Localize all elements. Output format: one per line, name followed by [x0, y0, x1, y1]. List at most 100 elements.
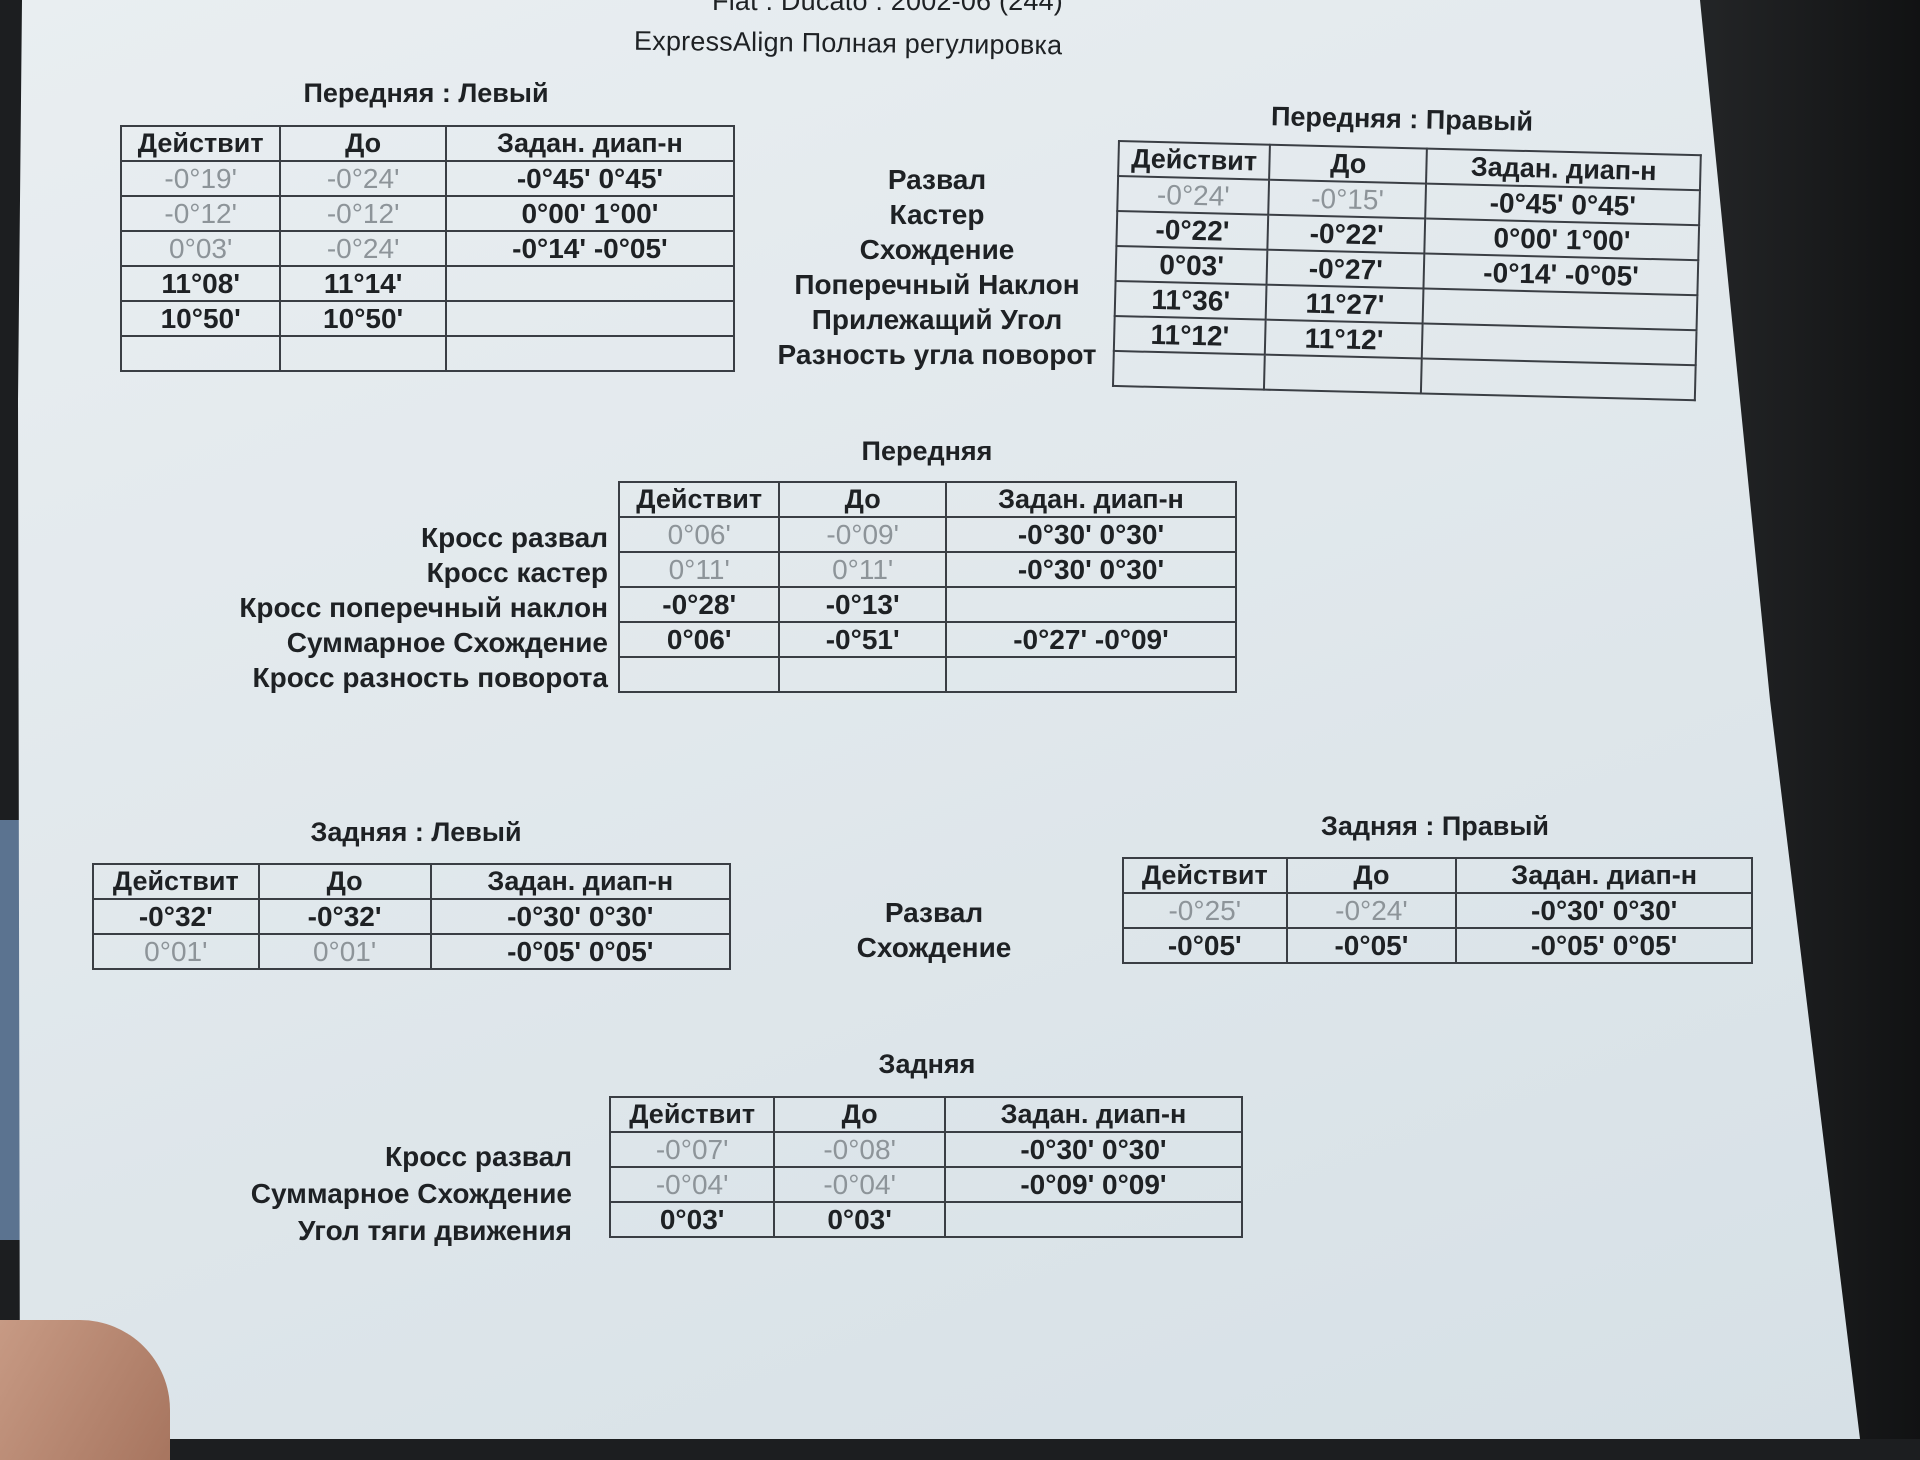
rear-right-title: Задняя : Правый [1320, 811, 1550, 841]
column-header: До [257, 863, 432, 900]
parameter-label: Развал [884, 897, 984, 928]
before-value: -0°13' [778, 586, 947, 623]
actual-value: -0°32' [92, 898, 260, 935]
header-row: Действит До Задан. диап-н [1122, 857, 1753, 894]
parameter-label: Схождение [859, 234, 1015, 265]
actual-value [617, 656, 781, 693]
column-header: Действит [608, 1096, 776, 1133]
rear-axle-labels: Кросс развал Суммарное Схождение Угол тяги… [251, 1138, 572, 1249]
spec-range: 0°00' 1°00' [444, 195, 736, 232]
column-header: Действит [1118, 141, 1271, 180]
before-value: -0°51' [778, 621, 947, 658]
actual-value: 11°12' [1113, 315, 1266, 355]
column-header: Действит [1122, 857, 1288, 894]
header-row: Действит До Задан. диап-н [92, 863, 732, 900]
table-row: -0°04' -0°04' -0°09' 0°09' [608, 1166, 1244, 1203]
actual-value [119, 335, 282, 372]
before-value: -0°15' [1268, 179, 1427, 219]
parameter-label: Поперечный Наклон [794, 269, 1080, 300]
column-header: Действит [617, 481, 781, 518]
before-value: -0°32' [257, 898, 432, 935]
parameter-label: Кросс развал [385, 1141, 572, 1172]
before-value: -0°22' [1267, 214, 1426, 254]
table-row: 0°06' -0°51' -0°27' -0°09' [617, 621, 1238, 658]
parameter-label: Кросс кастер [426, 557, 608, 588]
front-wheel-labels: Развал Кастер Схождение Поперечный Наклон Пр… [778, 162, 1097, 372]
column-header: Действит [92, 863, 260, 900]
actual-value: -0°07' [608, 1131, 776, 1168]
table-row: 0°03' -0°24' -0°14' -0°05' [119, 230, 736, 267]
actual-value: -0°04' [608, 1166, 776, 1203]
spec-range [944, 656, 1238, 693]
column-header: Задан. диап-н [444, 125, 736, 162]
rear-axle-title: Задняя [878, 1049, 976, 1079]
spec-range: -0°05' 0°05' [429, 933, 732, 970]
actual-value: 0°11' [617, 551, 781, 588]
before-value: -0°05' [1285, 927, 1458, 964]
column-header: Действит [119, 125, 282, 162]
rear-right-table: Действит До Задан. диап-н -0°25' -0°24' -0°30… [1122, 857, 1753, 964]
column-header: До [279, 125, 447, 162]
actual-value: 0°06' [617, 621, 781, 658]
parameter-label: Суммарное Схождение [286, 627, 608, 658]
table-row: 10°50' 10°50' [119, 300, 736, 337]
spec-range: -0°30' 0°30' [943, 1131, 1244, 1168]
actual-value: -0°28' [617, 586, 781, 623]
actual-value: 0°03' [1115, 245, 1268, 285]
front-left-table: Действит До Задан. диап-н -0°19' -0°24' -0°45… [119, 125, 736, 372]
table-row: -0°19' -0°24' -0°45' 0°45' [119, 160, 736, 197]
spec-range [444, 335, 736, 372]
parameter-label: Разность угла поворот [777, 339, 1097, 370]
parameter-label: Кросс поперечный наклон [239, 592, 608, 623]
spec-range [1421, 358, 1696, 401]
rear-left-title: Задняя : Левый [310, 817, 522, 847]
actual-value: -0°12' [119, 195, 282, 232]
table-row: 0°03' 0°03' [608, 1201, 1244, 1238]
column-header: Задан. диап-н [1455, 857, 1753, 894]
actual-value: 0°03' [119, 230, 282, 267]
column-header: Задан. диап-н [944, 481, 1238, 518]
parameter-label: Кастер [889, 199, 985, 230]
rear-axle-table: Действит До Задан. диап-н -0°07' -0°08' -0°30… [608, 1096, 1244, 1238]
table-row [119, 335, 736, 372]
spec-range [444, 265, 736, 302]
column-header: До [1285, 857, 1458, 894]
header-row: Действит До Задан. диап-н [617, 481, 1238, 518]
before-value [1264, 354, 1423, 394]
spec-range: -0°27' -0°09' [944, 621, 1238, 658]
column-header: До [773, 1096, 946, 1133]
before-value: -0°09' [778, 516, 947, 553]
front-right-title: Передняя : Правый [1270, 101, 1534, 137]
before-value: 10°50' [279, 300, 447, 337]
actual-value [1112, 350, 1266, 390]
spec-range [944, 586, 1238, 623]
parameter-label: Схождение [856, 932, 1012, 963]
rear-left-table: Действит До Задан. диап-н -0°32' -0°32' -0°30… [92, 863, 732, 970]
column-header: Задан. диап-н [429, 863, 732, 900]
actual-value: 11°36' [1114, 280, 1267, 320]
table-row [617, 656, 1238, 693]
actual-value: 0°01' [92, 933, 260, 970]
parameter-label: Угол тяги движения [297, 1215, 572, 1246]
spec-range: -0°30' 0°30' [429, 898, 732, 935]
parameter-label: Суммарное Схождение [250, 1178, 572, 1209]
column-header: Задан. диап-н [943, 1096, 1244, 1133]
actual-value: 11°08' [119, 265, 282, 302]
column-header: До [778, 481, 947, 518]
front-axle-title: Передняя [861, 436, 993, 466]
before-value: -0°08' [773, 1131, 946, 1168]
before-value: -0°27' [1266, 249, 1425, 289]
table-row: -0°28' -0°13' [617, 586, 1238, 623]
actual-value: 10°50' [119, 300, 282, 337]
report-title: ExpressAlign Полная регулировка [633, 25, 1063, 61]
table-row: -0°25' -0°24' -0°30' 0°30' [1122, 892, 1753, 929]
header-row: Действит До Задан. диап-н [119, 125, 736, 162]
spec-range: -0°14' -0°05' [444, 230, 736, 267]
before-value: 11°12' [1265, 319, 1424, 359]
rear-wheel-labels: Развал Схождение [857, 895, 1012, 965]
spec-range: -0°05' 0°05' [1455, 927, 1753, 964]
parameter-label: Развал [887, 164, 987, 195]
table-row: 0°01' 0°01' -0°05' 0°05' [92, 933, 732, 970]
table-row: 11°08' 11°14' [119, 265, 736, 302]
spec-range: -0°30' 0°30' [1455, 892, 1753, 929]
